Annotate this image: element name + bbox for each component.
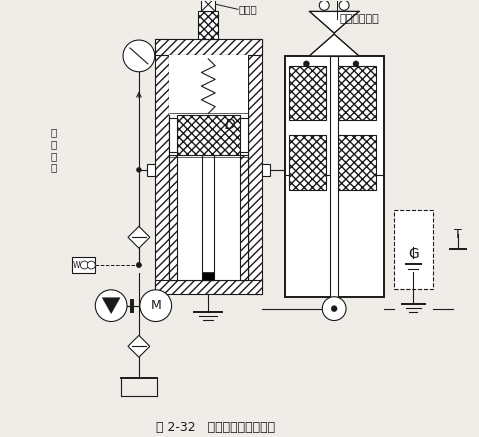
Circle shape (137, 263, 141, 267)
Bar (155, 39, 262, 55)
Text: 图 2-32   液压系统调整示意图: 图 2-32 液压系统调整示意图 (156, 421, 275, 434)
Bar (177, 115, 240, 155)
Bar (202, 272, 214, 280)
Bar (240, 118, 248, 152)
Polygon shape (309, 34, 359, 56)
Bar (202, 155, 214, 280)
Bar (240, 155, 248, 280)
Bar (262, 164, 270, 176)
Bar (169, 118, 177, 152)
Bar (338, 66, 376, 120)
Bar (285, 56, 384, 297)
Bar (155, 39, 169, 294)
Polygon shape (128, 335, 150, 357)
Bar (169, 55, 248, 115)
Bar (155, 280, 262, 294)
Bar (338, 135, 376, 190)
Bar (169, 155, 177, 280)
Text: W: W (72, 260, 80, 270)
Text: G: G (408, 247, 419, 261)
Circle shape (319, 0, 329, 10)
Circle shape (331, 305, 337, 312)
Circle shape (87, 261, 95, 269)
Circle shape (80, 261, 88, 269)
Text: 进
安
全
阀: 进 安 全 阀 (51, 128, 57, 173)
Bar (394, 209, 433, 289)
Polygon shape (309, 11, 359, 33)
Bar (330, 56, 338, 297)
Text: 溢流阀: 溢流阀 (238, 4, 257, 14)
Circle shape (140, 290, 171, 322)
Circle shape (95, 290, 127, 322)
Polygon shape (128, 226, 150, 248)
Circle shape (137, 263, 141, 267)
Circle shape (322, 297, 346, 320)
Polygon shape (102, 298, 120, 314)
Bar (147, 164, 155, 176)
Text: T: T (454, 228, 462, 241)
Bar (169, 55, 248, 280)
Bar (201, 0, 215, 11)
Circle shape (303, 61, 309, 67)
Circle shape (339, 0, 349, 10)
Text: M: M (150, 299, 161, 312)
Bar (248, 39, 262, 294)
Circle shape (137, 167, 141, 172)
Circle shape (353, 61, 359, 67)
Bar (198, 11, 218, 39)
Circle shape (123, 40, 155, 72)
Bar (71, 257, 95, 273)
Bar (288, 135, 326, 190)
Bar (288, 66, 326, 120)
Text: D: D (225, 118, 235, 132)
Text: 电液调压装置: 电液调压装置 (339, 14, 379, 24)
